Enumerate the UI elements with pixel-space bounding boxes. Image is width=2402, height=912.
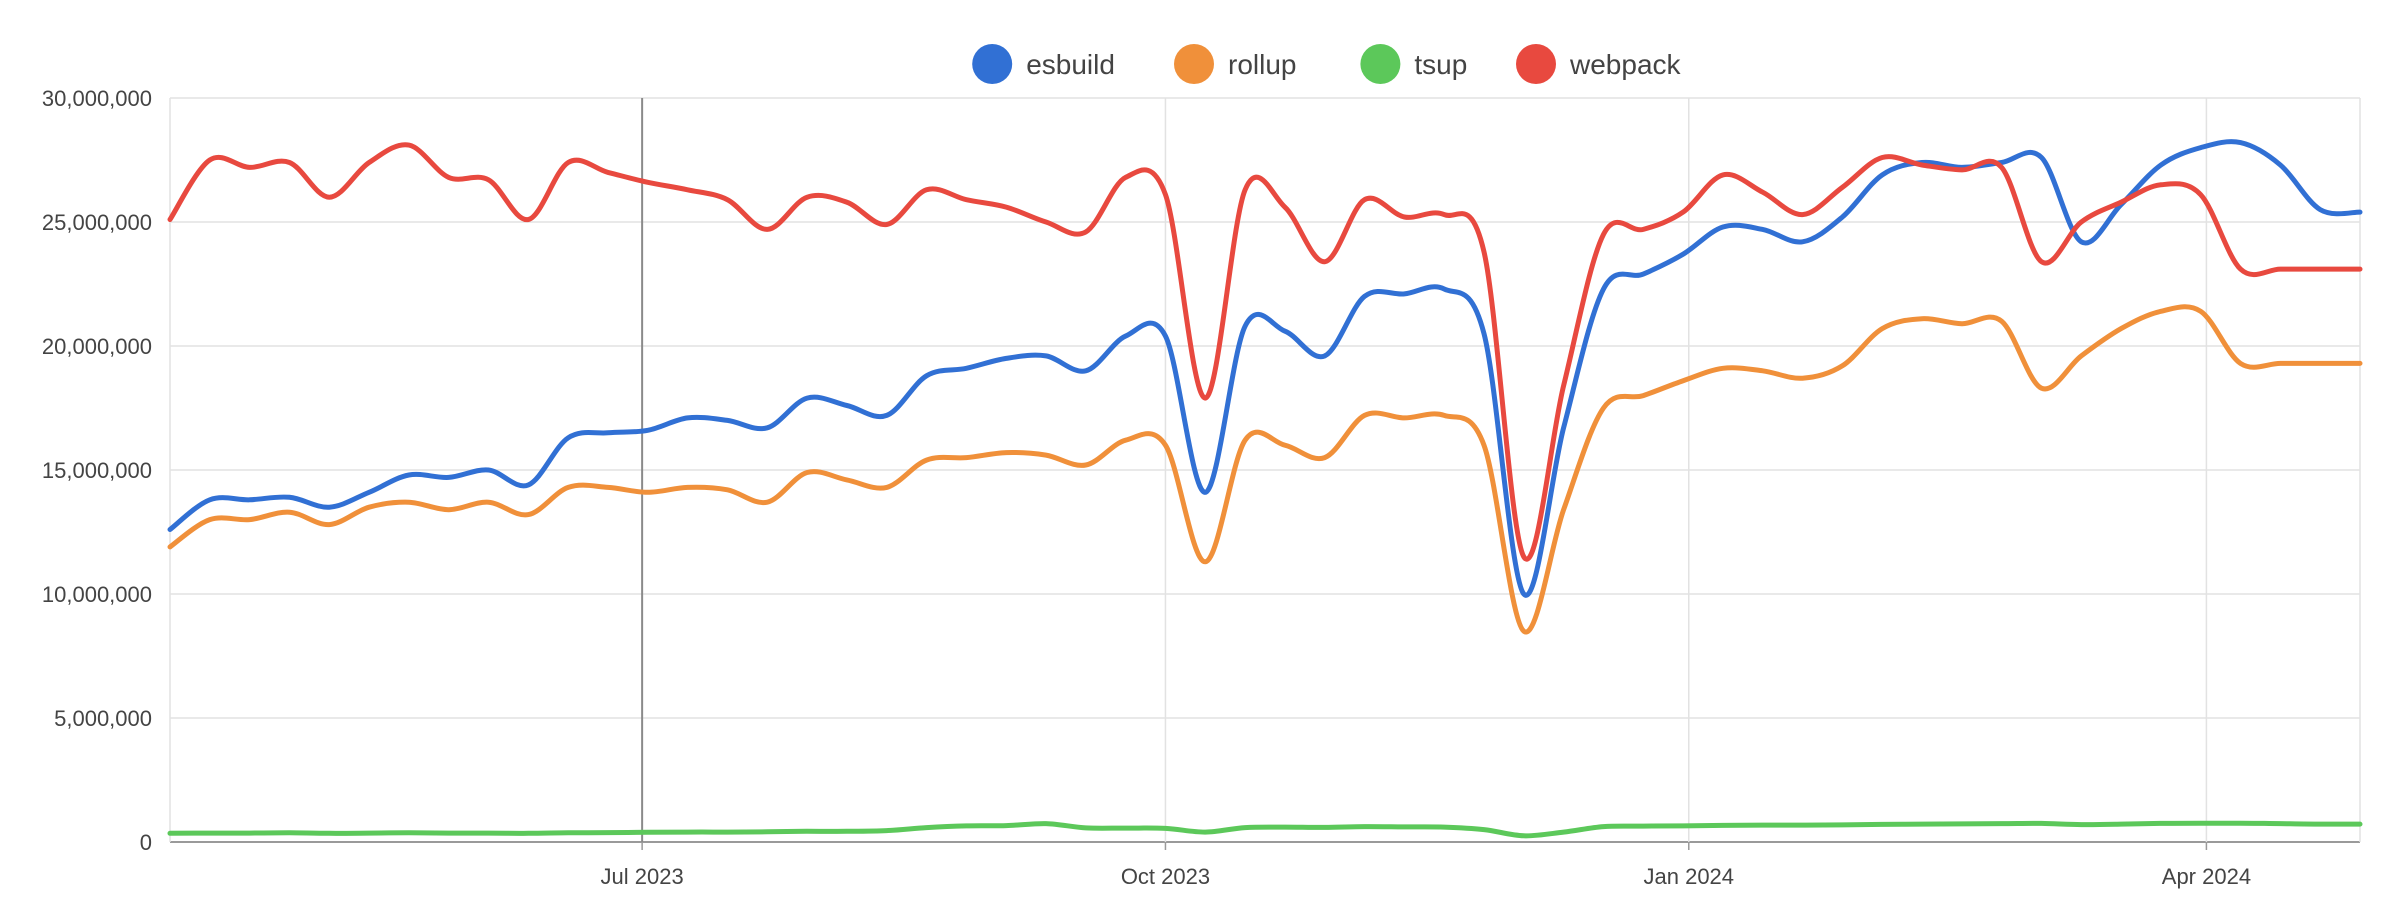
y-tick-label: 5,000,000 bbox=[54, 706, 152, 731]
x-tick-label: Oct 2023 bbox=[1121, 864, 1210, 889]
grid-lines bbox=[169, 97, 2361, 843]
legend-item-tsup[interactable]: tsup bbox=[1360, 44, 1467, 84]
x-tick-label: Jul 2023 bbox=[601, 864, 684, 889]
x-tick-label: Apr 2024 bbox=[2162, 864, 2251, 889]
legend: esbuild rollup tsup webpack bbox=[972, 44, 1682, 84]
legend-item-webpack[interactable]: webpack bbox=[1516, 44, 1682, 84]
y-tick-label: 25,000,000 bbox=[42, 210, 152, 235]
legend-item-rollup[interactable]: rollup bbox=[1174, 44, 1296, 84]
legend-label-tsup: tsup bbox=[1414, 49, 1467, 80]
legend-swatch-tsup bbox=[1360, 44, 1401, 84]
series-line-rollup bbox=[167, 304, 2363, 635]
legend-label-webpack: webpack bbox=[1569, 49, 1682, 80]
y-tick-label: 20,000,000 bbox=[42, 334, 152, 359]
x-tick-label: Jan 2024 bbox=[1644, 864, 1735, 889]
series-line-webpack bbox=[167, 142, 2363, 562]
legend-label-rollup: rollup bbox=[1228, 49, 1296, 80]
y-tick-label: 30,000,000 bbox=[42, 86, 152, 111]
legend-swatch-webpack bbox=[1516, 44, 1556, 84]
series-line-tsup bbox=[167, 820, 2363, 839]
axes: 0 5,000,000 10,000,000 15,000,000 20,000,000… bbox=[42, 86, 2251, 889]
y-tick-label: 15,000,000 bbox=[42, 458, 152, 483]
legend-swatch-esbuild bbox=[972, 44, 1013, 84]
y-tick-label: 10,000,000 bbox=[42, 582, 152, 607]
legend-label-esbuild: esbuild bbox=[1026, 49, 1115, 80]
y-tick-label: 0 bbox=[140, 830, 152, 855]
series-line-esbuild bbox=[167, 139, 2363, 598]
legend-swatch-rollup bbox=[1174, 44, 1214, 84]
series-lines bbox=[167, 139, 2363, 839]
legend-item-esbuild[interactable]: esbuild bbox=[972, 44, 1115, 84]
